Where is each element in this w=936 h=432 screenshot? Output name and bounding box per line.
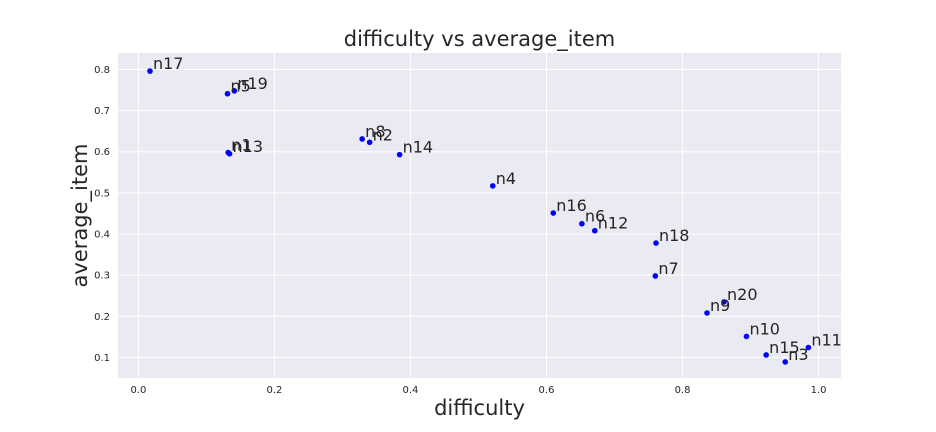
data-point-label: n7 <box>658 259 678 278</box>
data-point <box>231 88 238 94</box>
data-point <box>396 151 403 158</box>
data-point <box>550 210 557 216</box>
data-point <box>579 220 585 227</box>
data-point <box>226 150 233 157</box>
data-point-label: n17 <box>153 54 184 73</box>
plot-area <box>118 53 841 378</box>
data-point-label: n8 <box>365 122 385 141</box>
data-point-label: n15 <box>769 338 800 357</box>
x-tick-label: 0.0 <box>130 385 146 396</box>
grid <box>118 53 841 378</box>
data-point <box>653 240 659 246</box>
data-point-label: n20 <box>727 285 758 304</box>
y-axis-label: average_item <box>68 144 93 288</box>
data-point-label: n11 <box>811 331 842 350</box>
data-point-label: n9 <box>710 296 730 315</box>
data-point <box>366 139 373 146</box>
data-point <box>147 68 153 74</box>
data-point-label: n16 <box>556 196 587 215</box>
data-point-label: n18 <box>659 226 690 245</box>
y-tick-label: 0.7 <box>94 106 110 117</box>
data-point-label: n4 <box>496 169 516 188</box>
y-tick-label: 0.2 <box>94 312 110 323</box>
data-point-label: n14 <box>403 138 434 157</box>
data-point-label: n19 <box>237 74 267 93</box>
data-point <box>359 136 365 142</box>
data-point <box>782 359 789 365</box>
x-tick-label: 1.0 <box>811 385 827 396</box>
y-tick-label: 0.4 <box>94 230 110 241</box>
y-tick-label: 0.1 <box>94 353 110 364</box>
x-axis-ticks: 0.0 0.2 0.4 0.6 0.8 1.0 <box>130 385 826 396</box>
x-axis-label: difficulty <box>434 396 525 420</box>
data-point-label: n1 <box>231 136 251 155</box>
data-point <box>805 344 812 351</box>
x-tick-label: 0.4 <box>403 385 419 396</box>
data-point <box>224 90 231 97</box>
data-point-label: n13 <box>233 137 264 156</box>
data-points <box>147 68 812 365</box>
data-point <box>591 227 598 234</box>
data-point-label: n6 <box>585 207 605 226</box>
x-tick-label: 0.8 <box>675 385 691 396</box>
y-tick-label: 0.3 <box>94 271 110 282</box>
data-point <box>704 310 710 316</box>
data-point-label: n2 <box>373 125 393 144</box>
data-point-label: n10 <box>749 319 780 338</box>
y-axis-ticks: 0.1 0.2 0.3 0.4 0.5 0.6 0.7 0.8 <box>94 65 110 364</box>
data-point <box>721 299 727 305</box>
data-point-label: n3 <box>788 345 808 364</box>
x-tick-label: 0.2 <box>266 385 282 396</box>
data-point <box>743 333 750 340</box>
data-point <box>763 352 769 358</box>
data-point <box>489 183 496 189</box>
data-point-label: n12 <box>598 214 629 233</box>
data-point <box>652 273 659 279</box>
y-tick-label: 0.6 <box>94 147 110 158</box>
y-tick-label: 0.8 <box>94 65 110 76</box>
chart-title: difficulty vs average_item <box>344 27 615 52</box>
data-point-label: n5 <box>231 77 251 96</box>
x-tick-label: 0.6 <box>539 385 555 396</box>
y-tick-label: 0.5 <box>94 188 110 199</box>
